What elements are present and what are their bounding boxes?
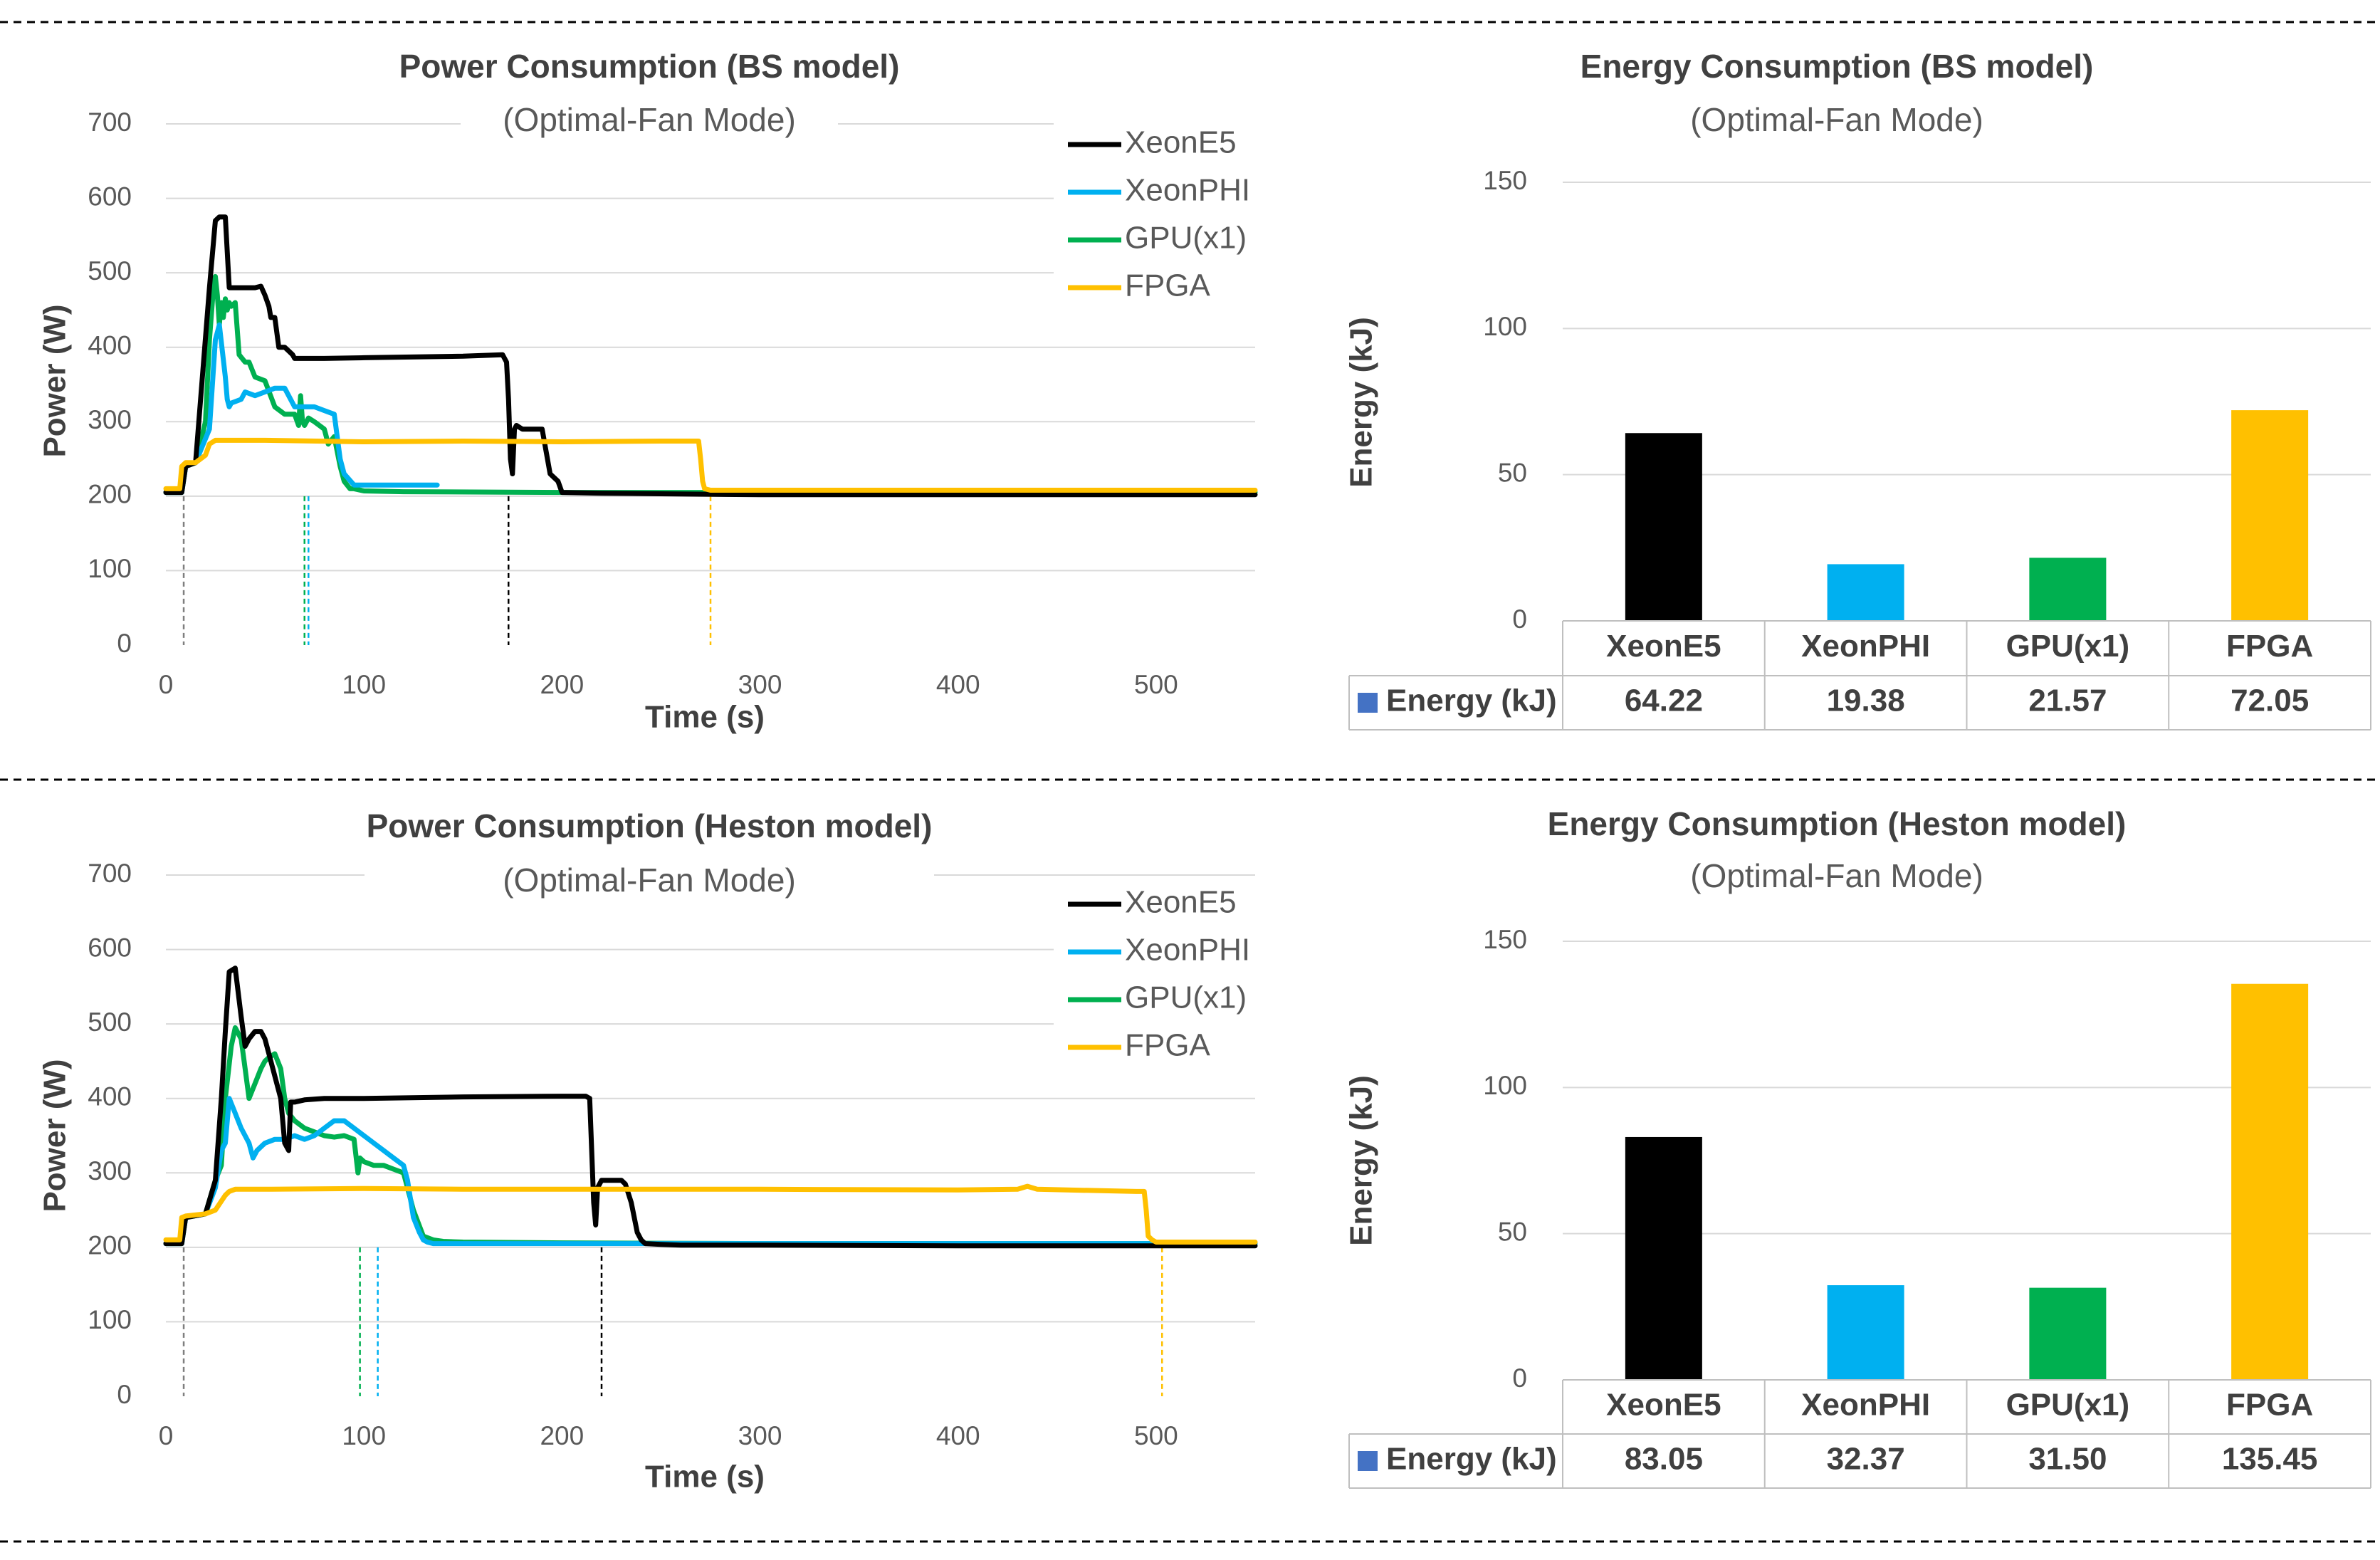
y-tick-label: 150 (1483, 925, 1527, 954)
x-tick-label: 100 (342, 1421, 386, 1450)
data-table-value: 32.37 (1827, 1442, 1905, 1477)
chart-title: Power Consumption (Heston model) (367, 807, 933, 844)
category-label: FPGA (2226, 1388, 2313, 1423)
data-table-value: 135.45 (2222, 1442, 2318, 1477)
category-label: GPU(x1) (2006, 1388, 2130, 1423)
data-table-value: 64.22 (1625, 684, 1703, 718)
y-tick-label: 200 (88, 1231, 132, 1260)
category-label: XeonE5 (1606, 629, 1721, 664)
x-tick-label: 100 (342, 670, 386, 699)
y-tick-label: 500 (88, 1007, 132, 1037)
bar-xeone5 (1625, 1136, 1702, 1380)
series-line-xeone5 (163, 214, 1258, 498)
y-tick-label: 400 (88, 1082, 132, 1111)
data-table-value: 21.57 (2028, 684, 2107, 718)
y-tick-label: 50 (1498, 1217, 1527, 1246)
y-tick-label: 100 (88, 554, 132, 583)
y-tick-label: 600 (88, 933, 132, 962)
y-tick-label: 100 (1483, 1071, 1527, 1100)
bar-xeone5 (1625, 433, 1702, 621)
y-tick-label: 300 (88, 405, 132, 434)
chart-subtitle: (Optimal-Fan Mode) (503, 101, 796, 138)
chart-subtitle: (Optimal-Fan Mode) (1690, 101, 1983, 138)
bar-xeonphi (1827, 564, 1904, 621)
x-tick-label: 200 (540, 670, 584, 699)
series-line-xeone5 (163, 965, 1258, 1249)
y-tick-label: 500 (88, 256, 132, 286)
data-table-row-label: Energy (kJ) (1386, 1442, 1557, 1477)
bar-gpu (2029, 1287, 2107, 1380)
x-tick-label: 300 (738, 1421, 782, 1450)
legend-key-square (1358, 1451, 1378, 1471)
bs-energy-chart: 0 50 100 150 Energy Consumption (BS model) (O… (1344, 48, 2371, 731)
category-label: FPGA (2226, 629, 2313, 664)
category-label: XeonPHI (1801, 629, 1930, 664)
category-label: XeonE5 (1606, 1388, 1721, 1423)
legend-label: XeonPHI (1125, 173, 1250, 208)
x-tick-label: 300 (738, 670, 782, 699)
x-tick-label: 400 (936, 1421, 980, 1450)
legend-label: FPGA (1125, 1028, 1210, 1063)
chart-title: Energy Consumption (Heston model) (1548, 805, 2127, 842)
subtitle-backdrop (461, 101, 838, 144)
bar-fpga (2231, 410, 2309, 621)
y-tick-label: 700 (88, 108, 132, 137)
y-tick-label: 0 (117, 1380, 132, 1409)
x-tick-label: 0 (159, 670, 174, 699)
x-tick-label: 0 (159, 1421, 174, 1450)
series-line-xeonphi (163, 1096, 1258, 1247)
x-tick-label: 500 (1134, 670, 1178, 699)
x-tick-label: 400 (936, 670, 980, 699)
legend-label: GPU(x1) (1125, 221, 1247, 256)
subtitle-backdrop (461, 862, 838, 904)
y-tick-label: 300 (88, 1156, 132, 1185)
legend-label: XeonE5 (1125, 885, 1237, 920)
chart-subtitle: (Optimal-Fan Mode) (1690, 857, 1983, 894)
legend-key-square (1358, 693, 1378, 713)
data-table-value: 83.05 (1625, 1442, 1703, 1477)
bs-power-chart: 0 100 200 300 400 500 600 700 0 100 200 300 400 500 Po… (38, 48, 1264, 735)
data-table-value: 19.38 (1827, 684, 1905, 718)
y-tick-label: 0 (1512, 1363, 1527, 1393)
y-tick-label: 150 (1483, 166, 1527, 195)
series-line-xeonphi (163, 322, 440, 496)
y-axis-label: Power (W) (38, 304, 73, 457)
legend-label: GPU(x1) (1125, 980, 1247, 1015)
y-tick-label: 600 (88, 182, 132, 211)
x-axis-label: Time (s) (645, 1460, 765, 1494)
chart-title: Power Consumption (BS model) (399, 48, 900, 85)
category-label: XeonPHI (1801, 1388, 1930, 1423)
y-tick-label: 200 (88, 480, 132, 509)
x-tick-label: 500 (1134, 1421, 1178, 1450)
y-tick-label: 0 (117, 629, 132, 658)
y-tick-label: 100 (88, 1305, 132, 1334)
y-tick-label: 0 (1512, 604, 1527, 634)
y-tick-label: 50 (1498, 458, 1527, 487)
chart-title: Energy Consumption (BS model) (1580, 48, 2094, 85)
data-table-value: 72.05 (2230, 684, 2309, 718)
heston-energy-chart: 0 50 100 150 Energy Consumption (Heston mode… (1344, 805, 2371, 1489)
legend-label: FPGA (1125, 268, 1210, 303)
chart-subtitle: (Optimal-Fan Mode) (503, 862, 796, 899)
data-table-value: 31.50 (2028, 1442, 2107, 1477)
series-line-fpga (163, 437, 1258, 493)
bar-xeonphi (1827, 1285, 1904, 1380)
y-axis-label: Energy (kJ) (1344, 317, 1379, 488)
x-tick-label: 200 (540, 1421, 584, 1450)
x-axis-label: Time (s) (645, 700, 765, 735)
heston-power-chart: 0 100 200 300 400 500 600 700 0 100 200 300 400 500 Po… (38, 807, 1264, 1494)
category-label: GPU(x1) (2006, 629, 2130, 664)
legend-label: XeonPHI (1125, 933, 1250, 968)
series-line-fpga (163, 1183, 1258, 1245)
data-table-row-label: Energy (kJ) (1386, 684, 1557, 718)
bar-gpu (2029, 557, 2107, 621)
legend-label: XeonE5 (1125, 125, 1237, 160)
y-tick-label: 100 (1483, 312, 1527, 341)
y-axis-label: Energy (kJ) (1344, 1075, 1379, 1246)
y-tick-label: 700 (88, 859, 132, 888)
bar-fpga (2231, 983, 2309, 1380)
y-axis-label: Power (W) (38, 1059, 73, 1212)
y-tick-label: 400 (88, 330, 132, 360)
